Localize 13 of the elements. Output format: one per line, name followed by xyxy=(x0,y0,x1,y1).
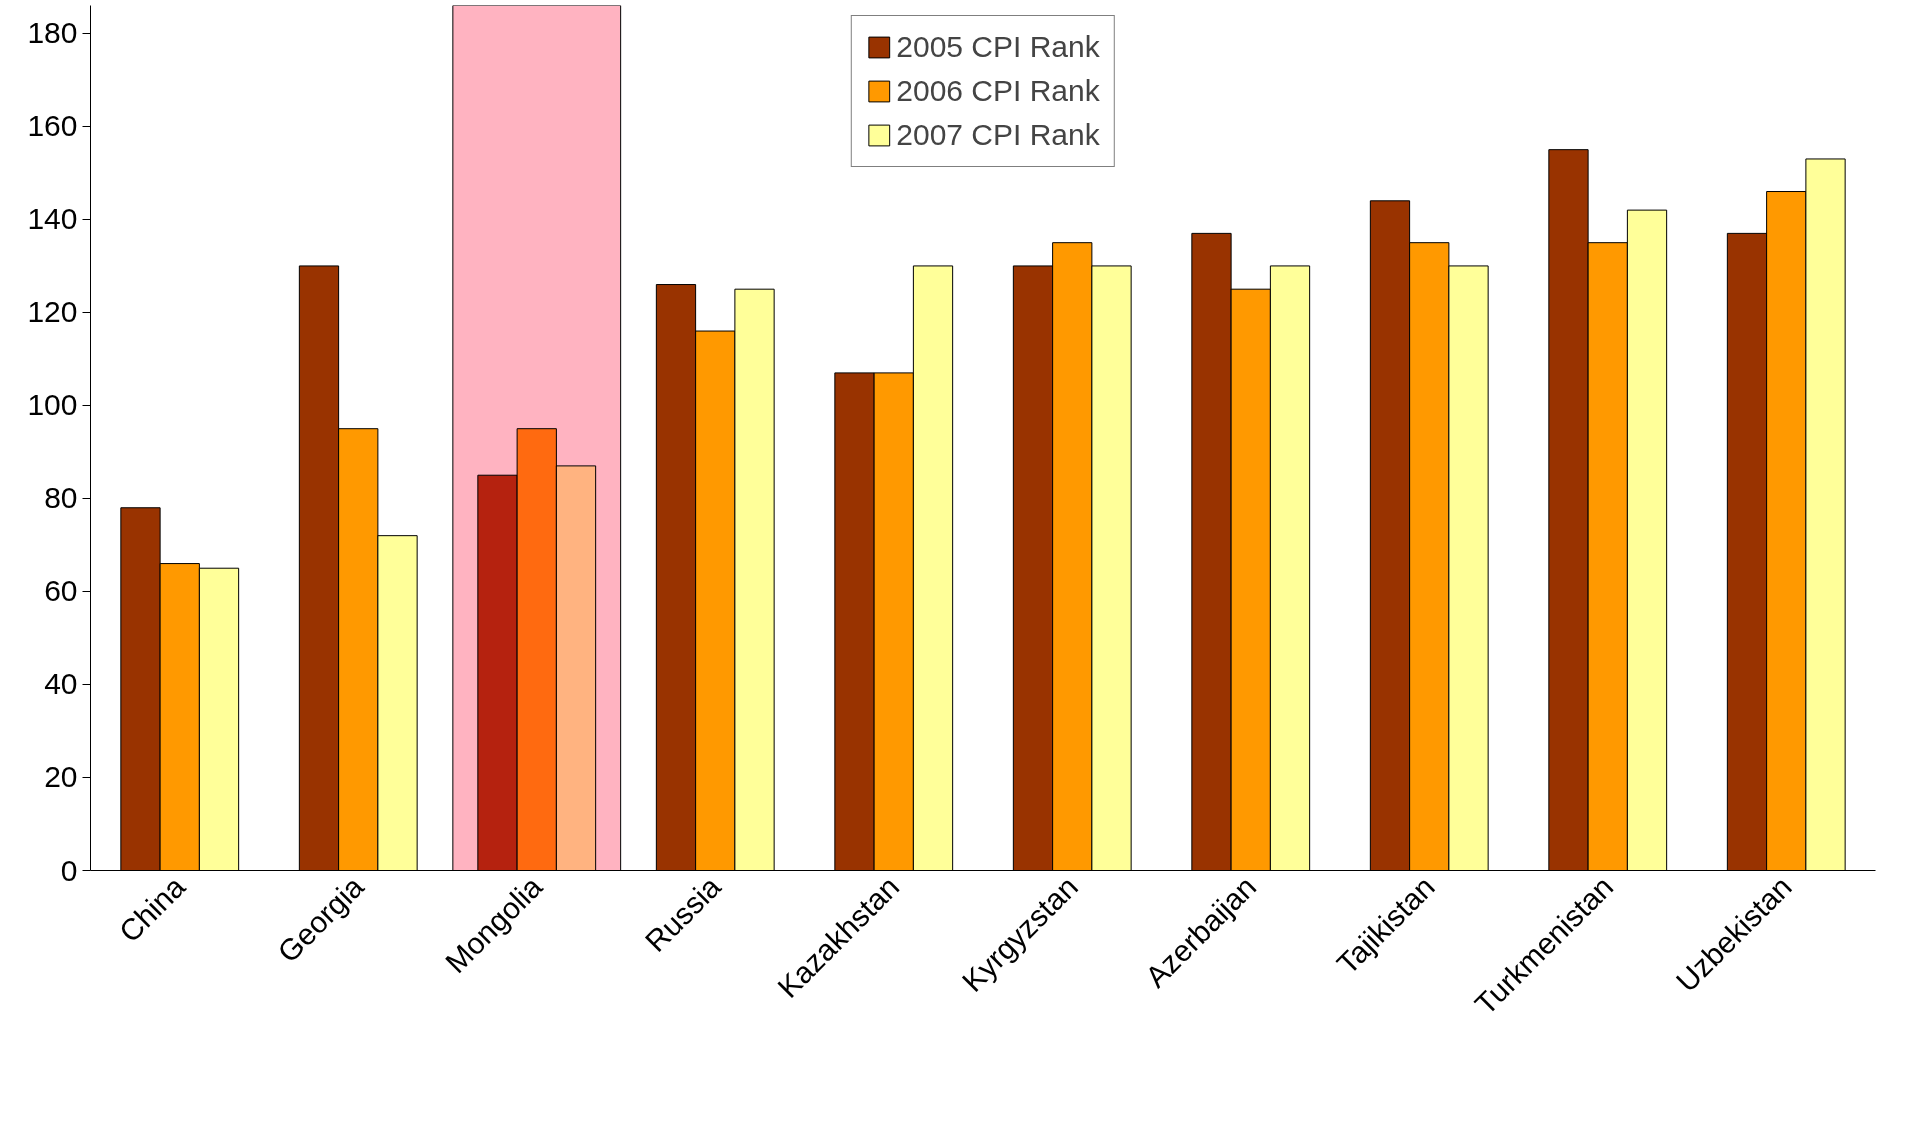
y-tick-label: 0 xyxy=(60,853,78,887)
y-tick-label: 100 xyxy=(27,388,78,422)
y-tick-label: 120 xyxy=(27,295,78,329)
y-tick-label: 20 xyxy=(44,760,78,794)
y-tick-label: 180 xyxy=(27,16,78,50)
legend-label: 2007 CPI Rank xyxy=(896,118,1100,152)
y-tick-label: 80 xyxy=(44,481,78,515)
y-tick-label: 60 xyxy=(44,574,78,608)
y-tick-label: 140 xyxy=(27,202,78,236)
y-tick-label: 40 xyxy=(44,667,78,701)
legend-label: 2006 CPI Rank xyxy=(896,74,1100,108)
legend-label: 2005 CPI Rank xyxy=(896,30,1100,64)
y-tick-label: 160 xyxy=(27,109,78,143)
